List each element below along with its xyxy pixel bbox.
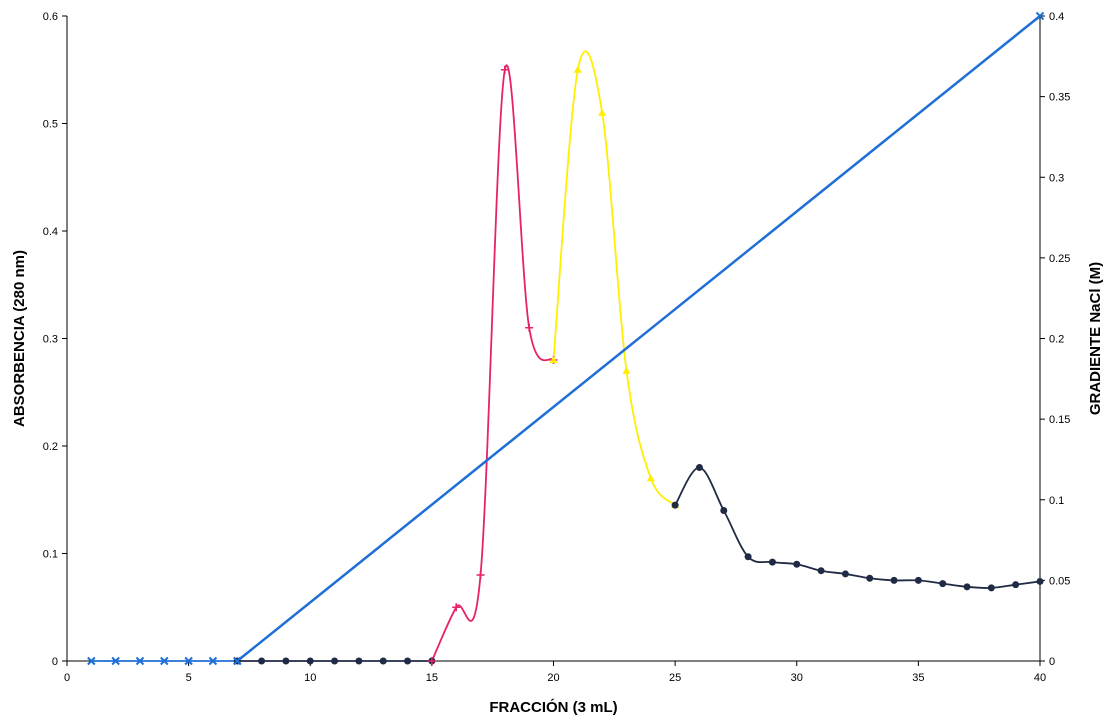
axes xyxy=(62,15,1045,666)
data-point xyxy=(355,657,363,665)
tick-labels: 0 5 10 15 20 25 30 35 4000.10.20.30.40.50.600.05… xyxy=(43,11,1071,684)
data-point xyxy=(890,576,898,584)
data-point xyxy=(160,656,169,666)
y2-tick-label: 0.05 xyxy=(1049,575,1070,587)
series-line-5 xyxy=(674,466,1041,589)
x-tick-label: 0 xyxy=(64,672,70,684)
data-point xyxy=(233,656,242,666)
y-tick-label: 0 xyxy=(52,656,58,668)
data-point xyxy=(987,584,995,592)
data-point xyxy=(866,574,874,582)
data-point xyxy=(939,580,947,588)
data-point xyxy=(87,656,96,666)
data-point xyxy=(379,657,387,665)
y2-tick-label: 0.2 xyxy=(1049,334,1064,346)
y-tick-label: 0.4 xyxy=(43,226,58,238)
series-line-4 xyxy=(552,50,676,506)
y2-tick-label: 0.1 xyxy=(1049,495,1064,507)
data-point xyxy=(622,366,631,374)
y2-tick-label: 0.25 xyxy=(1049,253,1070,265)
x-tick-label: 35 xyxy=(912,672,924,684)
data-point xyxy=(427,657,436,665)
data-point xyxy=(306,657,314,665)
y-tick-label: 0.1 xyxy=(43,549,58,561)
data-point xyxy=(671,501,679,509)
data-point xyxy=(720,507,728,514)
data-point xyxy=(963,583,971,591)
y-tick-label: 0.3 xyxy=(43,334,58,346)
y-tick-label: 0.6 xyxy=(43,11,58,23)
data-point xyxy=(258,657,266,665)
y-tick-label: 0.5 xyxy=(43,119,58,131)
x-tick-label: 30 xyxy=(791,672,803,684)
data-point xyxy=(793,560,801,568)
data-point xyxy=(135,656,145,666)
data-point xyxy=(525,323,534,332)
data-point xyxy=(817,567,825,575)
data-point xyxy=(282,657,290,665)
y2-axis-title: GRADIENTE NaCl (M) xyxy=(1087,262,1104,415)
data-point xyxy=(549,356,558,363)
data-point xyxy=(1035,11,1045,21)
data-point xyxy=(695,464,703,471)
y-axis-title: ABSORBENCIA (280 nm) xyxy=(11,250,28,427)
data-point xyxy=(500,65,509,74)
y2-tick-label: 0.35 xyxy=(1049,92,1070,104)
y2-tick-label: 0 xyxy=(1049,656,1055,668)
y2-tick-label: 0.3 xyxy=(1049,172,1064,184)
data-point xyxy=(914,576,922,584)
x-tick-label: 5 xyxy=(186,672,192,684)
data-point xyxy=(452,603,461,612)
data-point xyxy=(646,474,655,482)
x-tick-label: 15 xyxy=(426,672,438,684)
data-point xyxy=(476,571,485,579)
data-point xyxy=(1036,577,1044,585)
x-axis-title: FRACCIÓN (3 mL) xyxy=(489,698,617,716)
data-point xyxy=(184,656,193,666)
x-tick-label: 40 xyxy=(1034,672,1046,684)
y2-tick-label: 0.4 xyxy=(1049,11,1064,23)
data-point xyxy=(1012,581,1020,589)
data-point xyxy=(598,108,607,116)
markers-group xyxy=(87,11,1045,666)
x-tick-label: 10 xyxy=(304,672,316,684)
y2-tick-label: 0.15 xyxy=(1049,414,1070,426)
data-point xyxy=(744,553,752,561)
data-point xyxy=(111,656,120,666)
data-point xyxy=(573,65,582,73)
series-line-3 xyxy=(431,64,555,662)
data-point xyxy=(208,656,218,666)
data-point xyxy=(768,558,776,566)
data-point xyxy=(841,570,849,578)
x-tick-label: 25 xyxy=(669,672,681,684)
series-line-6 xyxy=(236,15,1041,662)
data-point xyxy=(331,657,339,665)
y-tick-label: 0.2 xyxy=(43,441,58,453)
series-group xyxy=(91,15,1041,662)
data-point xyxy=(404,657,412,665)
x-tick-label: 20 xyxy=(547,672,559,684)
